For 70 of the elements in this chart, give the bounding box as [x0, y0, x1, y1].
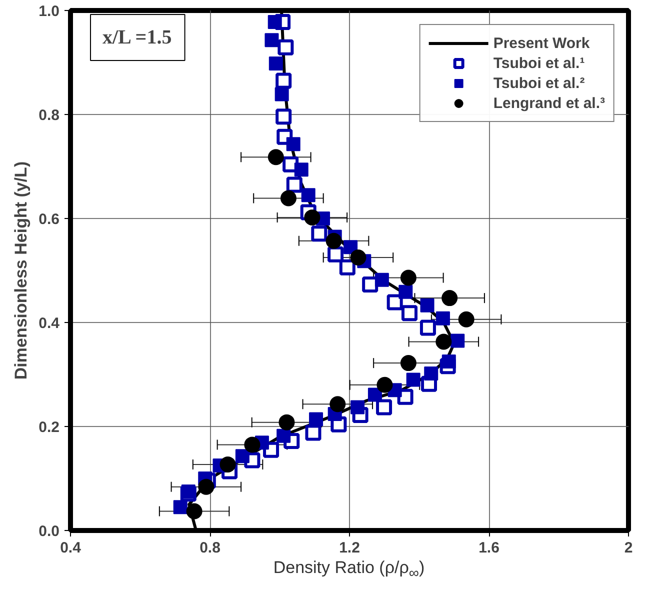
point: [442, 354, 456, 368]
y-tick-label: 0.6: [38, 211, 60, 228]
y-tick-label: 0.8: [38, 107, 60, 124]
point: [278, 39, 294, 56]
point: [235, 449, 250, 464]
point: [406, 372, 420, 387]
point: [274, 87, 289, 102]
point: [420, 320, 436, 336]
point: [294, 162, 308, 177]
point: [301, 188, 316, 202]
point: [350, 250, 366, 266]
point: [376, 399, 392, 416]
point: [278, 414, 295, 430]
legend-label: Present Work: [493, 34, 590, 52]
point: [268, 14, 282, 29]
point: [286, 176, 302, 193]
point: [376, 376, 393, 393]
x-tick-label: 2: [624, 540, 633, 556]
legend-label: Tsuboi et al.²: [493, 74, 585, 92]
point: [244, 436, 260, 453]
point: [280, 190, 296, 206]
point: [286, 137, 300, 152]
y-tick-label: 0.4: [38, 315, 60, 332]
point: [400, 270, 416, 286]
point: [268, 149, 284, 166]
point: [442, 290, 458, 306]
x-tick-label: 1.6: [478, 540, 500, 556]
point: [424, 366, 438, 380]
point: [173, 500, 188, 514]
point: [344, 240, 358, 254]
x-axis-title: Density Ratio (ρ/ρ$_{∞}$): [273, 557, 425, 584]
x-tick-label: 0.8: [200, 540, 220, 556]
point: [400, 355, 416, 372]
legend-label: Tsuboi et al.¹: [493, 54, 585, 72]
point: [330, 396, 346, 412]
point: [186, 503, 202, 520]
point: [386, 294, 403, 310]
y-axis-title: Dimensionless Height (y/L): [12, 161, 31, 380]
point: [436, 334, 452, 350]
point: [220, 456, 236, 472]
point: [198, 478, 214, 495]
point: [374, 272, 389, 287]
point: [181, 484, 196, 498]
point: [450, 334, 465, 348]
point: [326, 232, 342, 249]
point: [401, 305, 418, 322]
point: [436, 311, 450, 326]
point: [276, 72, 292, 89]
point: [339, 259, 356, 276]
point: [264, 33, 279, 48]
point: [368, 388, 382, 402]
x-tick-label: 1.2: [339, 540, 360, 556]
point: [328, 246, 344, 262]
point: [276, 108, 292, 125]
x-tick-label: 0.4: [60, 540, 82, 556]
point: [311, 226, 328, 242]
point: [276, 428, 291, 443]
point: [420, 298, 434, 312]
annotation: x/L =1.5: [102, 26, 172, 48]
y-tick-label: 0.0: [38, 523, 60, 540]
point: [458, 311, 474, 328]
point: [309, 412, 324, 426]
y-tick-label: 1.0: [38, 3, 60, 20]
point: [304, 209, 320, 226]
legend-label: Lengrand et al.³: [493, 94, 605, 112]
point: [350, 400, 365, 414]
point: [398, 284, 413, 299]
y-tick-label: 0.2: [38, 419, 60, 436]
point: [268, 56, 283, 71]
point: [305, 424, 322, 441]
